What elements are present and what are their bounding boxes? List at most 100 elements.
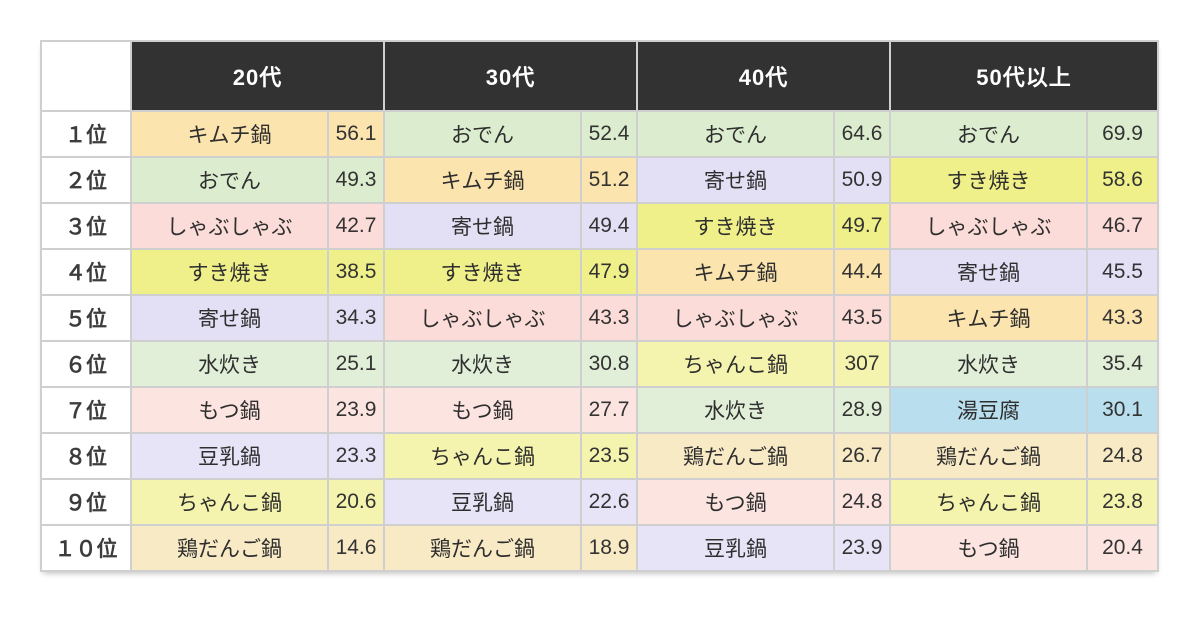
dish-cell: 鶏だんご鍋: [889, 432, 1088, 480]
corner-cell: [40, 40, 132, 112]
value-cell: 35.4: [1086, 340, 1159, 388]
dish-cell: もつ鍋: [636, 478, 835, 526]
dish-cell: おでん: [889, 110, 1088, 158]
dish-cell: もつ鍋: [383, 386, 582, 434]
dish-cell: しゃぶしゃぶ: [383, 294, 582, 342]
value-cell: 23.8: [1086, 478, 1159, 526]
dish-cell: 鶏だんご鍋: [130, 524, 329, 572]
dish-cell: ちゃんこ鍋: [636, 340, 835, 388]
rank-cell: ６位: [40, 340, 132, 388]
nabe-ranking-table: 20代 30代 40代 50代以上 １位 キムチ鍋 56.1 おでん 52.4 おでん 64.6 お…: [40, 40, 1159, 572]
value-cell: 56.1: [327, 110, 385, 158]
value-cell: 24.8: [1086, 432, 1159, 480]
value-cell: 50.9: [833, 156, 891, 204]
value-cell: 43.3: [1086, 294, 1159, 342]
value-cell: 49.7: [833, 202, 891, 250]
age-group-header: 50代以上: [889, 40, 1159, 112]
dish-cell: 豆乳鍋: [636, 524, 835, 572]
table-header-row: 20代 30代 40代 50代以上: [40, 40, 1159, 112]
dish-cell: 寄せ鍋: [130, 294, 329, 342]
table-row: ２位 おでん 49.3 キムチ鍋 51.2 寄せ鍋 50.9 すき焼き 58.6: [40, 156, 1159, 204]
dish-cell: ちゃんこ鍋: [130, 478, 329, 526]
dish-cell: ちゃんこ鍋: [383, 432, 582, 480]
dish-cell: 湯豆腐: [889, 386, 1088, 434]
dish-cell: 豆乳鍋: [130, 432, 329, 480]
dish-cell: しゃぶしゃぶ: [636, 294, 835, 342]
dish-cell: すき焼き: [130, 248, 329, 296]
dish-cell: 寄せ鍋: [383, 202, 582, 250]
dish-cell: すき焼き: [383, 248, 582, 296]
dish-cell: 鶏だんご鍋: [636, 432, 835, 480]
dish-cell: もつ鍋: [889, 524, 1088, 572]
dish-cell: 水炊き: [889, 340, 1088, 388]
value-cell: 23.3: [327, 432, 385, 480]
value-cell: 23.9: [833, 524, 891, 572]
dish-cell: キムチ鍋: [636, 248, 835, 296]
value-cell: 23.5: [580, 432, 638, 480]
value-cell: 49.4: [580, 202, 638, 250]
dish-cell: すき焼き: [889, 156, 1088, 204]
value-cell: 26.7: [833, 432, 891, 480]
dish-cell: 水炊き: [383, 340, 582, 388]
rank-cell: ４位: [40, 248, 132, 296]
dish-cell: おでん: [130, 156, 329, 204]
nabe-ranking-table-wrap: 20代 30代 40代 50代以上 １位 キムチ鍋 56.1 おでん 52.4 おでん 64.6 お…: [40, 40, 1159, 572]
rank-cell: １０位: [40, 524, 132, 572]
value-cell: 47.9: [580, 248, 638, 296]
dish-cell: 水炊き: [636, 386, 835, 434]
value-cell: 69.9: [1086, 110, 1159, 158]
header-row: 20代 30代 40代 50代以上: [40, 40, 1159, 112]
rank-cell: ８位: [40, 432, 132, 480]
value-cell: 18.9: [580, 524, 638, 572]
value-cell: 43.3: [580, 294, 638, 342]
dish-cell: キムチ鍋: [130, 110, 329, 158]
value-cell: 28.9: [833, 386, 891, 434]
value-cell: 22.6: [580, 478, 638, 526]
dish-cell: もつ鍋: [130, 386, 329, 434]
value-cell: 45.5: [1086, 248, 1159, 296]
value-cell: 58.6: [1086, 156, 1159, 204]
value-cell: 20.4: [1086, 524, 1159, 572]
value-cell: 44.4: [833, 248, 891, 296]
value-cell: 27.7: [580, 386, 638, 434]
value-cell: 307: [833, 340, 891, 388]
value-cell: 24.8: [833, 478, 891, 526]
value-cell: 14.6: [327, 524, 385, 572]
rank-cell: ２位: [40, 156, 132, 204]
value-cell: 25.1: [327, 340, 385, 388]
dish-cell: キムチ鍋: [383, 156, 582, 204]
age-group-header: 20代: [130, 40, 385, 112]
value-cell: 46.7: [1086, 202, 1159, 250]
table-row: １位 キムチ鍋 56.1 おでん 52.4 おでん 64.6 おでん 69.9: [40, 110, 1159, 158]
value-cell: 42.7: [327, 202, 385, 250]
value-cell: 30.8: [580, 340, 638, 388]
value-cell: 38.5: [327, 248, 385, 296]
rank-cell: ７位: [40, 386, 132, 434]
table-row: ４位 すき焼き 38.5 すき焼き 47.9 キムチ鍋 44.4 寄せ鍋 45.5: [40, 248, 1159, 296]
dish-cell: しゃぶしゃぶ: [889, 202, 1088, 250]
dish-cell: 豆乳鍋: [383, 478, 582, 526]
rank-cell: ３位: [40, 202, 132, 250]
dish-cell: ちゃんこ鍋: [889, 478, 1088, 526]
dish-cell: おでん: [636, 110, 835, 158]
table-row: ７位 もつ鍋 23.9 もつ鍋 27.7 水炊き 28.9 湯豆腐 30.1: [40, 386, 1159, 434]
table-row: ３位 しゃぶしゃぶ 42.7 寄せ鍋 49.4 すき焼き 49.7 しゃぶしゃぶ 46.7: [40, 202, 1159, 250]
value-cell: 43.5: [833, 294, 891, 342]
value-cell: 51.2: [580, 156, 638, 204]
dish-cell: 鶏だんご鍋: [383, 524, 582, 572]
table-row: ６位 水炊き 25.1 水炊き 30.8 ちゃんこ鍋 307 水炊き 35.4: [40, 340, 1159, 388]
table-row: ９位 ちゃんこ鍋 20.6 豆乳鍋 22.6 もつ鍋 24.8 ちゃんこ鍋 23.8: [40, 478, 1159, 526]
value-cell: 49.3: [327, 156, 385, 204]
rank-cell: ９位: [40, 478, 132, 526]
age-group-header: 40代: [636, 40, 891, 112]
dish-cell: 寄せ鍋: [636, 156, 835, 204]
value-cell: 30.1: [1086, 386, 1159, 434]
dish-cell: 寄せ鍋: [889, 248, 1088, 296]
table-body: １位 キムチ鍋 56.1 おでん 52.4 おでん 64.6 おでん 69.9 ２位 おでん 49.3…: [40, 110, 1159, 572]
value-cell: 52.4: [580, 110, 638, 158]
dish-cell: おでん: [383, 110, 582, 158]
value-cell: 64.6: [833, 110, 891, 158]
table-row: １０位 鶏だんご鍋 14.6 鶏だんご鍋 18.9 豆乳鍋 23.9 もつ鍋 20.4: [40, 524, 1159, 572]
dish-cell: しゃぶしゃぶ: [130, 202, 329, 250]
